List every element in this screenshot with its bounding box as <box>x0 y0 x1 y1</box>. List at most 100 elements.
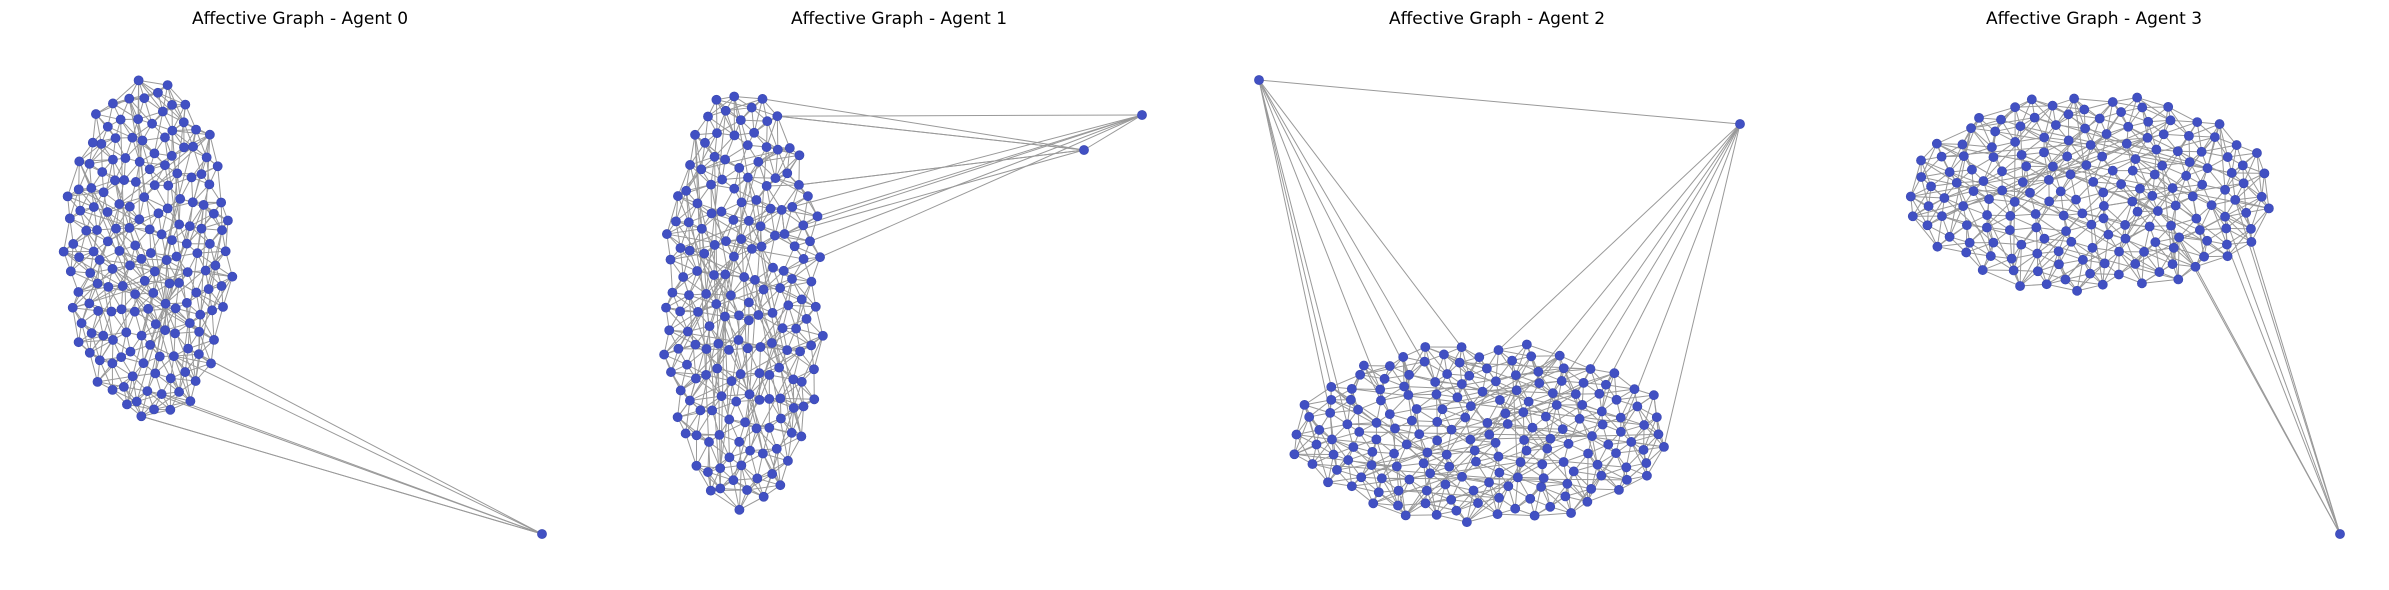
outlier-edge <box>1258 79 1410 376</box>
graph-node <box>2072 285 2082 296</box>
graph-edge <box>2207 123 2221 169</box>
graph-edge <box>689 161 759 401</box>
graph-node <box>1961 247 1972 258</box>
graph-node <box>1507 355 1518 366</box>
graph-node <box>174 387 184 397</box>
graph-edge <box>766 116 778 148</box>
graph-edge <box>1912 186 1932 217</box>
graph-edge <box>67 191 104 197</box>
graph-node <box>222 215 233 226</box>
graph-node <box>1389 448 1399 459</box>
graph-edge <box>709 325 730 351</box>
graph-node <box>761 142 772 152</box>
graph-node <box>734 504 745 515</box>
graph-node <box>143 303 154 314</box>
graph-node <box>1493 451 1504 462</box>
graph-node <box>2167 259 2178 269</box>
graph-node <box>685 160 695 170</box>
graph-node <box>2149 169 2160 180</box>
graph-node <box>2230 194 2241 205</box>
graph-node <box>2174 232 2185 243</box>
outlier-edge <box>803 114 1143 226</box>
graph-node <box>2121 138 2132 149</box>
graph-node <box>139 192 150 203</box>
graph-node <box>736 234 747 244</box>
graph-node <box>736 460 747 471</box>
graph-edge <box>1497 513 1535 517</box>
graph-edge <box>2201 144 2237 153</box>
graph-edge <box>716 99 752 109</box>
graph-node <box>171 251 182 262</box>
graph-edge <box>211 276 233 311</box>
graph-edge <box>1620 406 1638 433</box>
graph-edge <box>78 286 109 293</box>
graph-edge <box>783 270 812 283</box>
graph-node <box>691 430 702 441</box>
graph-edge <box>1514 477 1519 509</box>
graph-node <box>796 431 807 442</box>
graph-node <box>156 229 167 240</box>
graph-node <box>2222 152 2233 162</box>
graph-edge <box>2250 208 2270 243</box>
graph-node <box>754 368 765 379</box>
outlier-edge <box>817 114 1143 217</box>
graph-node <box>2055 186 2066 197</box>
graph-edge <box>2141 251 2145 284</box>
graph-edge <box>766 146 800 156</box>
graph-node <box>757 448 768 459</box>
graph-node <box>58 246 69 257</box>
graph-node <box>2004 225 2015 235</box>
outlier-edge <box>1605 123 1741 385</box>
graph-node <box>1586 483 1597 494</box>
graph-node <box>180 99 191 110</box>
graph-node <box>1346 481 1357 492</box>
graph-edge <box>89 352 99 382</box>
graph-node <box>1326 394 1337 405</box>
graph-edge <box>694 134 726 160</box>
graph-node <box>1997 166 2007 177</box>
graph-node <box>1469 445 1480 456</box>
graph-node <box>2167 183 2178 193</box>
graph-edge <box>2060 191 2083 214</box>
outlier-edge <box>762 98 1085 151</box>
graph-node <box>1304 412 1315 422</box>
graph-node <box>2197 179 2208 190</box>
graph-edge <box>666 228 702 235</box>
graph-node <box>1442 369 1453 379</box>
graph-node <box>210 260 221 271</box>
graph-node <box>1596 406 1607 417</box>
graph-node <box>1289 449 1300 460</box>
graph-edge <box>112 79 139 104</box>
graph-edge <box>1936 127 1972 145</box>
graph-edge <box>97 375 133 383</box>
graph-node <box>1473 498 1483 508</box>
graph-node <box>181 297 192 308</box>
outlier-edge <box>1620 123 1741 432</box>
graph-edge <box>63 251 91 274</box>
graph-edge <box>2112 101 2143 108</box>
graph-node <box>2062 151 2073 162</box>
panel-title: Affective Graph - Agent 2 <box>1389 9 1605 29</box>
graph-node <box>775 283 786 293</box>
graph-edge <box>680 209 782 249</box>
graph-node <box>1578 377 1589 388</box>
panel-title: Affective Graph - Agent 3 <box>1986 9 2202 29</box>
graph-node <box>1936 151 1947 162</box>
graph-node <box>1518 407 1529 418</box>
graph-node <box>204 179 215 190</box>
graph-edge <box>1336 442 1496 471</box>
graph-node <box>744 297 754 308</box>
graph-node <box>174 219 185 230</box>
graph-node <box>1966 123 1976 134</box>
graph-edge <box>2141 278 2179 284</box>
graph-node <box>775 480 786 491</box>
graph-node <box>1558 457 1569 467</box>
graph-edge <box>2243 183 2247 213</box>
graph-edge <box>2127 126 2163 166</box>
graph-node <box>2187 191 2198 202</box>
graph-node <box>1570 389 1581 400</box>
graph-node <box>755 342 766 352</box>
graph-node <box>798 220 809 231</box>
graph-node <box>734 310 744 321</box>
graph-edge <box>689 380 732 402</box>
